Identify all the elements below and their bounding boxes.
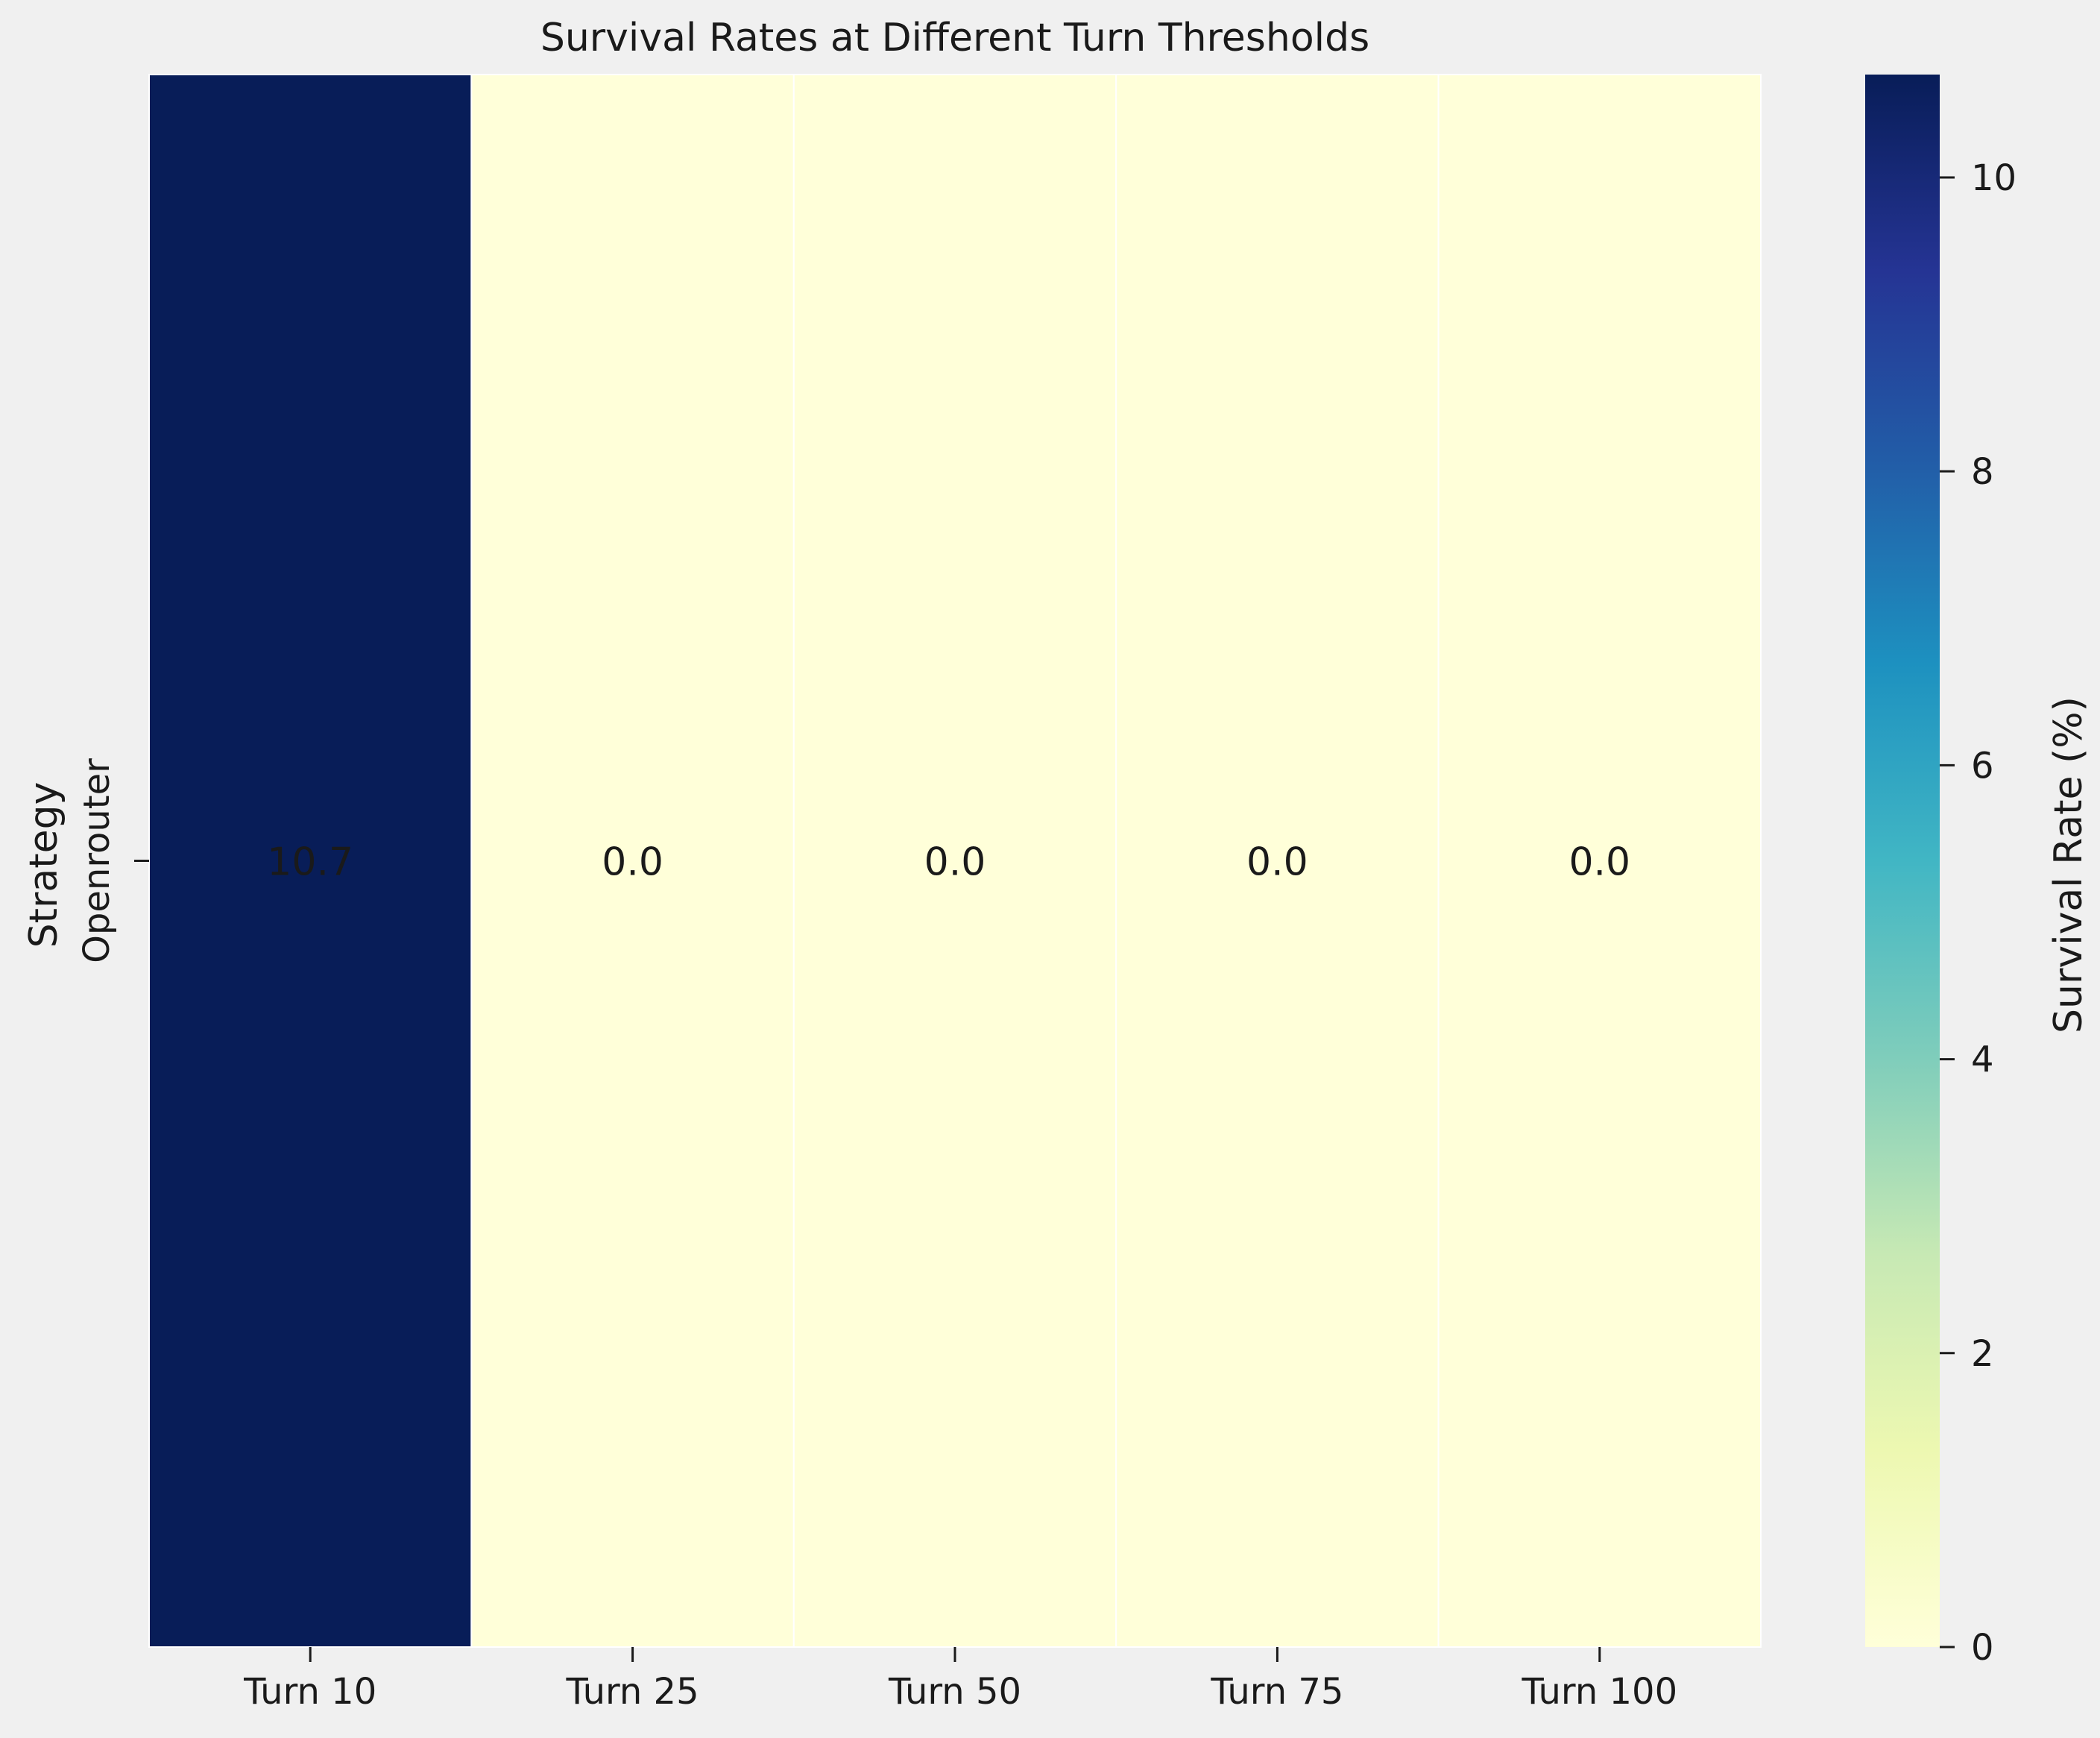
x-tick-label: Turn 50 bbox=[888, 1671, 1021, 1713]
x-tick-label: Turn 10 bbox=[243, 1671, 376, 1713]
y-axis: Openrouter bbox=[76, 758, 149, 963]
x-axis: Turn 10 Turn 25 Turn 50 Turn 75 Turn 100 bbox=[243, 1647, 1677, 1713]
heatmap-cell bbox=[792, 74, 1117, 1648]
colorbar-tick-label: 0 bbox=[1971, 1627, 1994, 1669]
colorbar-tick-label: 2 bbox=[1971, 1333, 1994, 1375]
heatmap-cell bbox=[148, 74, 473, 1648]
heatmap-cell bbox=[470, 74, 795, 1648]
heatmap-cell bbox=[1437, 74, 1762, 1648]
colorbar-tick-label: 4 bbox=[1971, 1039, 1994, 1081]
heatmap-cell bbox=[1115, 74, 1440, 1648]
heatmap-cell-label: 10.7 bbox=[267, 840, 353, 885]
y-tick-label: Openrouter bbox=[76, 758, 118, 963]
x-tick-label: Turn 75 bbox=[1210, 1671, 1343, 1713]
colorbar-gradient bbox=[1865, 75, 1940, 1647]
colorbar-tick-label: 10 bbox=[1971, 157, 2017, 199]
colorbar-label: Survival Rate (%) bbox=[2046, 696, 2091, 1033]
y-axis-label: Strategy bbox=[22, 782, 66, 948]
heatmap-cell-label: 0.0 bbox=[1246, 840, 1308, 885]
heatmap-cell-labels: 10.7 0.0 0.0 0.0 0.0 bbox=[267, 840, 1630, 885]
colorbar bbox=[1865, 75, 1940, 1647]
colorbar-tick-label: 8 bbox=[1971, 451, 1994, 493]
x-tick-label: Turn 100 bbox=[1521, 1671, 1677, 1713]
colorbar-ticks: 0 2 4 6 8 10 bbox=[1940, 157, 2017, 1669]
chart-title: Survival Rates at Different Turn Thresho… bbox=[540, 16, 1369, 60]
colorbar-tick-label: 6 bbox=[1971, 745, 1994, 787]
heatmap-cell-label: 0.0 bbox=[924, 840, 986, 885]
heatmap-cell-label: 0.0 bbox=[1568, 840, 1630, 885]
heatmap-cells bbox=[148, 74, 1762, 1648]
heatmap-cell-label: 0.0 bbox=[602, 840, 663, 885]
x-tick-label: Turn 25 bbox=[566, 1671, 699, 1713]
